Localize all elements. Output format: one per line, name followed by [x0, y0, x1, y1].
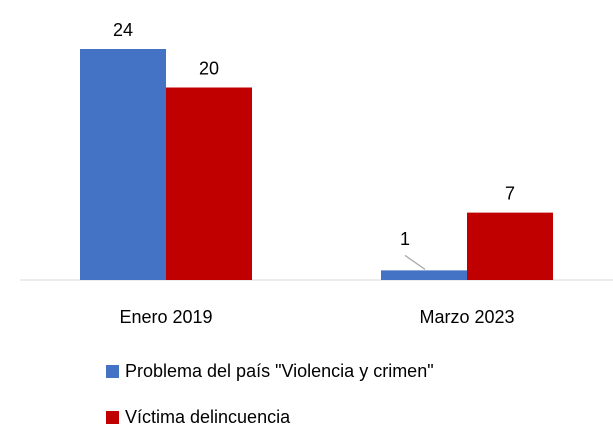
- x-tick-label: Marzo 2023: [419, 307, 514, 327]
- legend-label: Víctima delincuencia: [125, 407, 291, 427]
- data-label: 20: [199, 58, 219, 78]
- bar: [467, 212, 553, 280]
- data-label: 7: [505, 183, 515, 203]
- bar: [166, 87, 252, 280]
- label-leader: [404, 254, 426, 270]
- legend-swatch: [106, 411, 119, 424]
- bar: [80, 49, 166, 280]
- data-label: 1: [400, 229, 410, 249]
- data-label: 24: [113, 20, 133, 40]
- legend-label: Problema del país "Violencia y crimen": [125, 361, 434, 381]
- bar: [381, 270, 467, 280]
- legend-swatch: [106, 365, 119, 378]
- x-tick-label: Enero 2019: [119, 307, 212, 327]
